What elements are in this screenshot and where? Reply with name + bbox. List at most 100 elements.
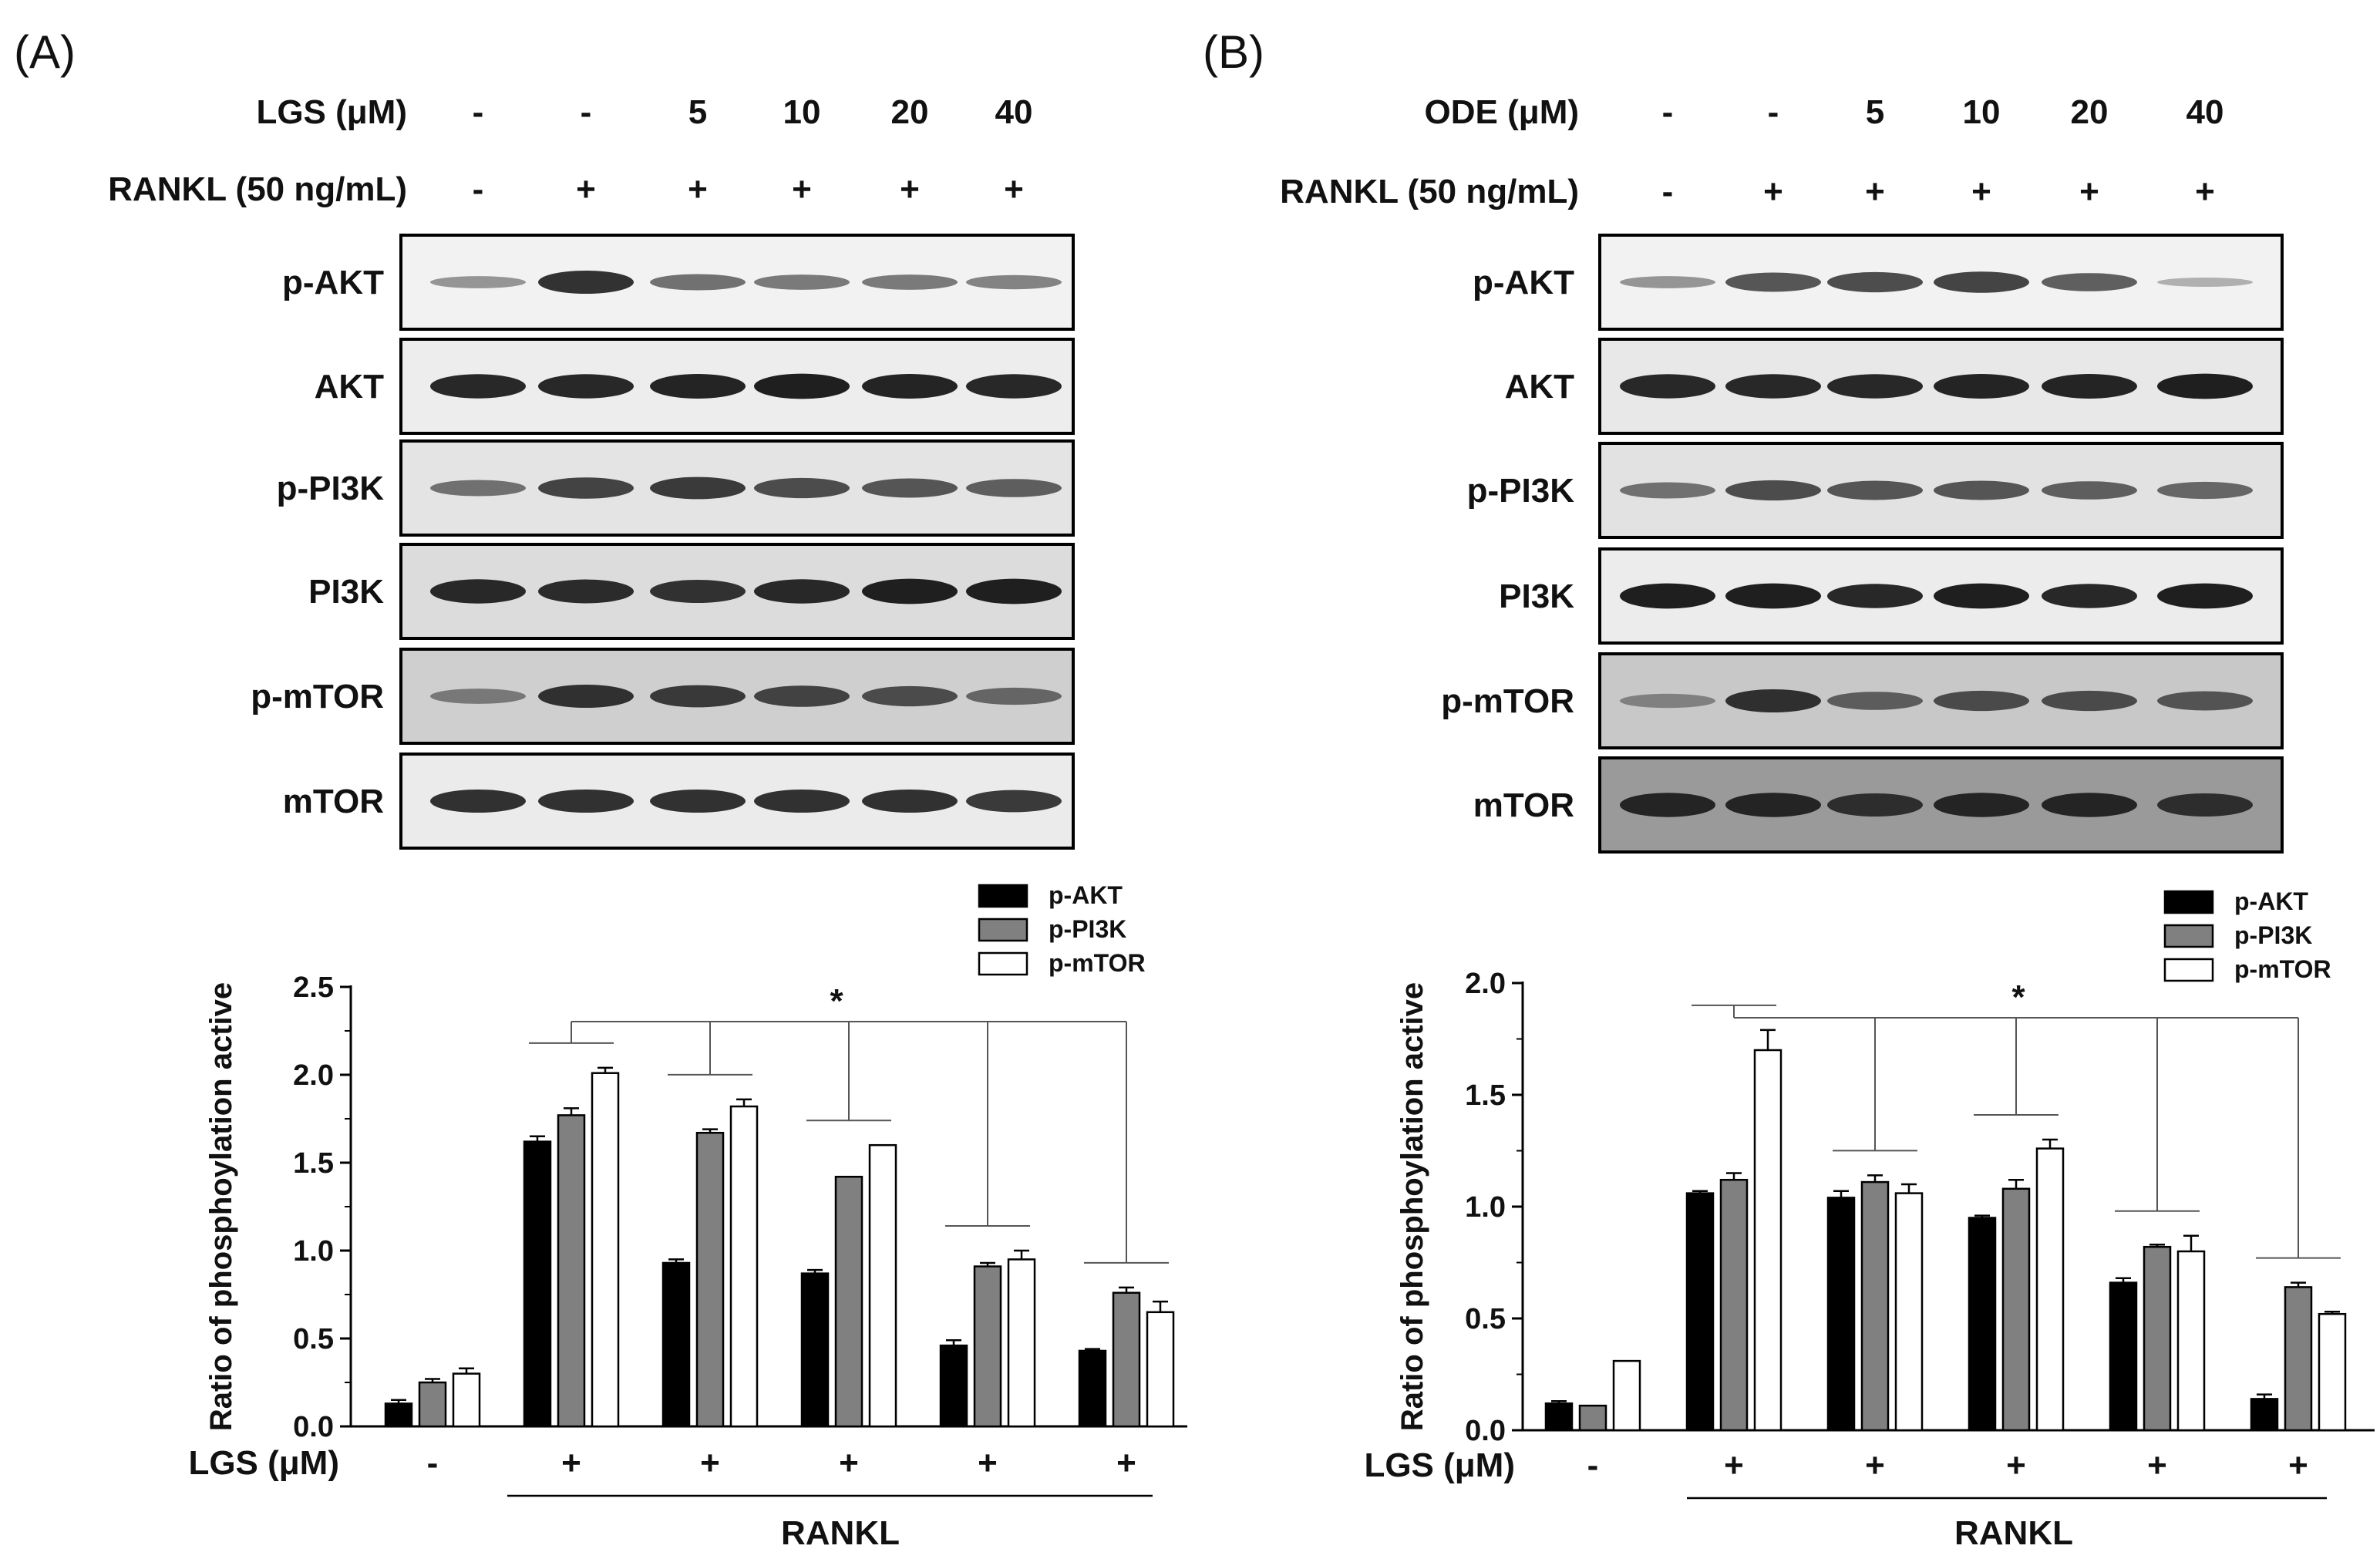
y-axis-label: Ratio of phosphoylation active <box>204 982 238 1431</box>
bar-p-mtor <box>452 1372 481 1428</box>
blot-band <box>538 789 634 813</box>
bar-p-mtor <box>2035 1147 2065 1432</box>
blot-band <box>2157 373 2253 399</box>
y-tick-label: 1.0 <box>293 1235 334 1268</box>
rankl-value: + <box>576 170 596 208</box>
blot-label: p-AKT <box>282 264 384 301</box>
blot-p-akt: p-AKT <box>282 234 1075 331</box>
y-tick-label: 0.0 <box>1465 1415 1506 1447</box>
blot-band <box>430 579 526 604</box>
blot-band <box>1620 276 1715 288</box>
significance-star: * <box>830 982 843 1020</box>
blot-band <box>862 374 958 399</box>
x-tick-label: + <box>1724 1446 1744 1484</box>
legend-swatch <box>978 951 1028 976</box>
blot-pi3k: PI3K <box>1499 547 2284 645</box>
blot-band <box>538 374 634 399</box>
legend: p-AKT p-PI3K p-mTOR <box>978 881 1146 977</box>
bar-p-pi3k <box>1719 1178 1749 1432</box>
legend-label: p-AKT <box>1049 881 1123 909</box>
y-tick-label: 2.5 <box>293 971 334 1004</box>
legend-swatch <box>2163 958 2214 982</box>
blot-band <box>1827 584 1923 608</box>
bar-p-mtor <box>1612 1359 1641 1432</box>
blot-band <box>430 689 526 704</box>
bar-p-akt <box>800 1272 830 1428</box>
treatment-label: LGS (μM) <box>256 93 407 131</box>
legend-label: p-AKT <box>2234 887 2308 915</box>
significance-star: * <box>2011 978 2025 1016</box>
bar-p-pi3k <box>973 1265 1002 1428</box>
treatment-value: - <box>1662 93 1674 131</box>
bar-p-akt <box>523 1140 552 1428</box>
legend-swatch <box>978 918 1028 942</box>
rankl-value: + <box>1763 173 1783 210</box>
rankl-value: + <box>900 170 920 208</box>
x-tick-label: + <box>978 1444 998 1482</box>
rankl-value: + <box>792 170 812 208</box>
bar-p-akt <box>1078 1349 1107 1428</box>
blot-p-pi3k: p-PI3K <box>1467 442 2284 539</box>
treatment-value: 20 <box>2071 93 2109 131</box>
treatment-value: 40 <box>995 93 1033 131</box>
blot-band <box>1827 793 1923 817</box>
blot-label: mTOR <box>283 783 384 820</box>
bar-p-mtor <box>1894 1192 1924 1432</box>
blot-pi3k: PI3K <box>308 543 1075 640</box>
blot-band <box>538 684 634 709</box>
panel-label: (A) <box>14 26 76 78</box>
blot-label: AKT <box>315 368 385 406</box>
blot-band <box>754 789 850 813</box>
blot-band <box>650 579 746 604</box>
rankl-value: - <box>1662 173 1674 210</box>
x-tick-label: + <box>839 1444 859 1482</box>
blot-label: PI3K <box>1499 577 1574 615</box>
blot-band <box>430 480 526 497</box>
treatment-label: ODE (μM) <box>1425 93 1579 131</box>
blot-band <box>1725 583 1821 609</box>
bar-p-pi3k <box>1112 1291 1141 1428</box>
legend-label: p-mTOR <box>1049 949 1146 977</box>
blot-band <box>1725 272 1821 292</box>
blot-band <box>650 476 746 500</box>
blot-band <box>862 578 958 604</box>
blot-label: mTOR <box>1473 786 1574 824</box>
y-tick-label: 1.5 <box>1465 1079 1506 1112</box>
blot-band <box>430 789 526 813</box>
blot-band <box>1827 480 1923 500</box>
blot-band <box>1827 271 1923 293</box>
blot-band <box>754 477 850 499</box>
bar-p-mtor <box>1146 1311 1175 1428</box>
legend-label: p-PI3K <box>1049 915 1126 943</box>
bar-chart: 0.0 0.5 1.0 1.5 2.0 Ratio of phosphoylation a… <box>1364 887 2375 1552</box>
x-tick-label: + <box>2147 1446 2167 1484</box>
bar-p-pi3k <box>2001 1187 2031 1432</box>
blot-band <box>2157 481 2253 500</box>
blot-band <box>1934 374 2029 399</box>
blot-band <box>862 274 958 290</box>
blot-band <box>2042 273 2137 291</box>
blot-p-pi3k: p-PI3K <box>277 439 1075 537</box>
treatment-value: - <box>581 93 592 131</box>
blot-label: p-AKT <box>1473 264 1574 301</box>
panel-b: (B) ODE (μM) RANKL (50 ng/mL) - - 5 10 20 40 - + + +… <box>1203 26 2375 1552</box>
legend-swatch <box>2163 890 2214 914</box>
y-tick-label: 0.5 <box>293 1323 334 1355</box>
treatment-value: 5 <box>688 93 707 131</box>
bar-p-akt <box>384 1402 413 1428</box>
treatment-value: 20 <box>891 93 929 131</box>
legend-swatch <box>2163 924 2214 948</box>
blot-akt: AKT <box>1505 338 2284 435</box>
blot-band <box>538 579 634 604</box>
bar-p-akt <box>1544 1402 1574 1432</box>
blot-label: p-PI3K <box>277 470 385 507</box>
blot-band <box>1934 583 2029 609</box>
legend-label: p-PI3K <box>2234 921 2312 949</box>
blot-band <box>2042 374 2137 399</box>
blot-band <box>1725 793 1821 817</box>
y-tick-label: 2.0 <box>293 1059 334 1092</box>
bar-p-mtor <box>2318 1312 2347 1432</box>
y-tick-label: 1.5 <box>293 1147 334 1180</box>
blot-band <box>1934 690 2029 712</box>
blot-band <box>2042 481 2137 500</box>
